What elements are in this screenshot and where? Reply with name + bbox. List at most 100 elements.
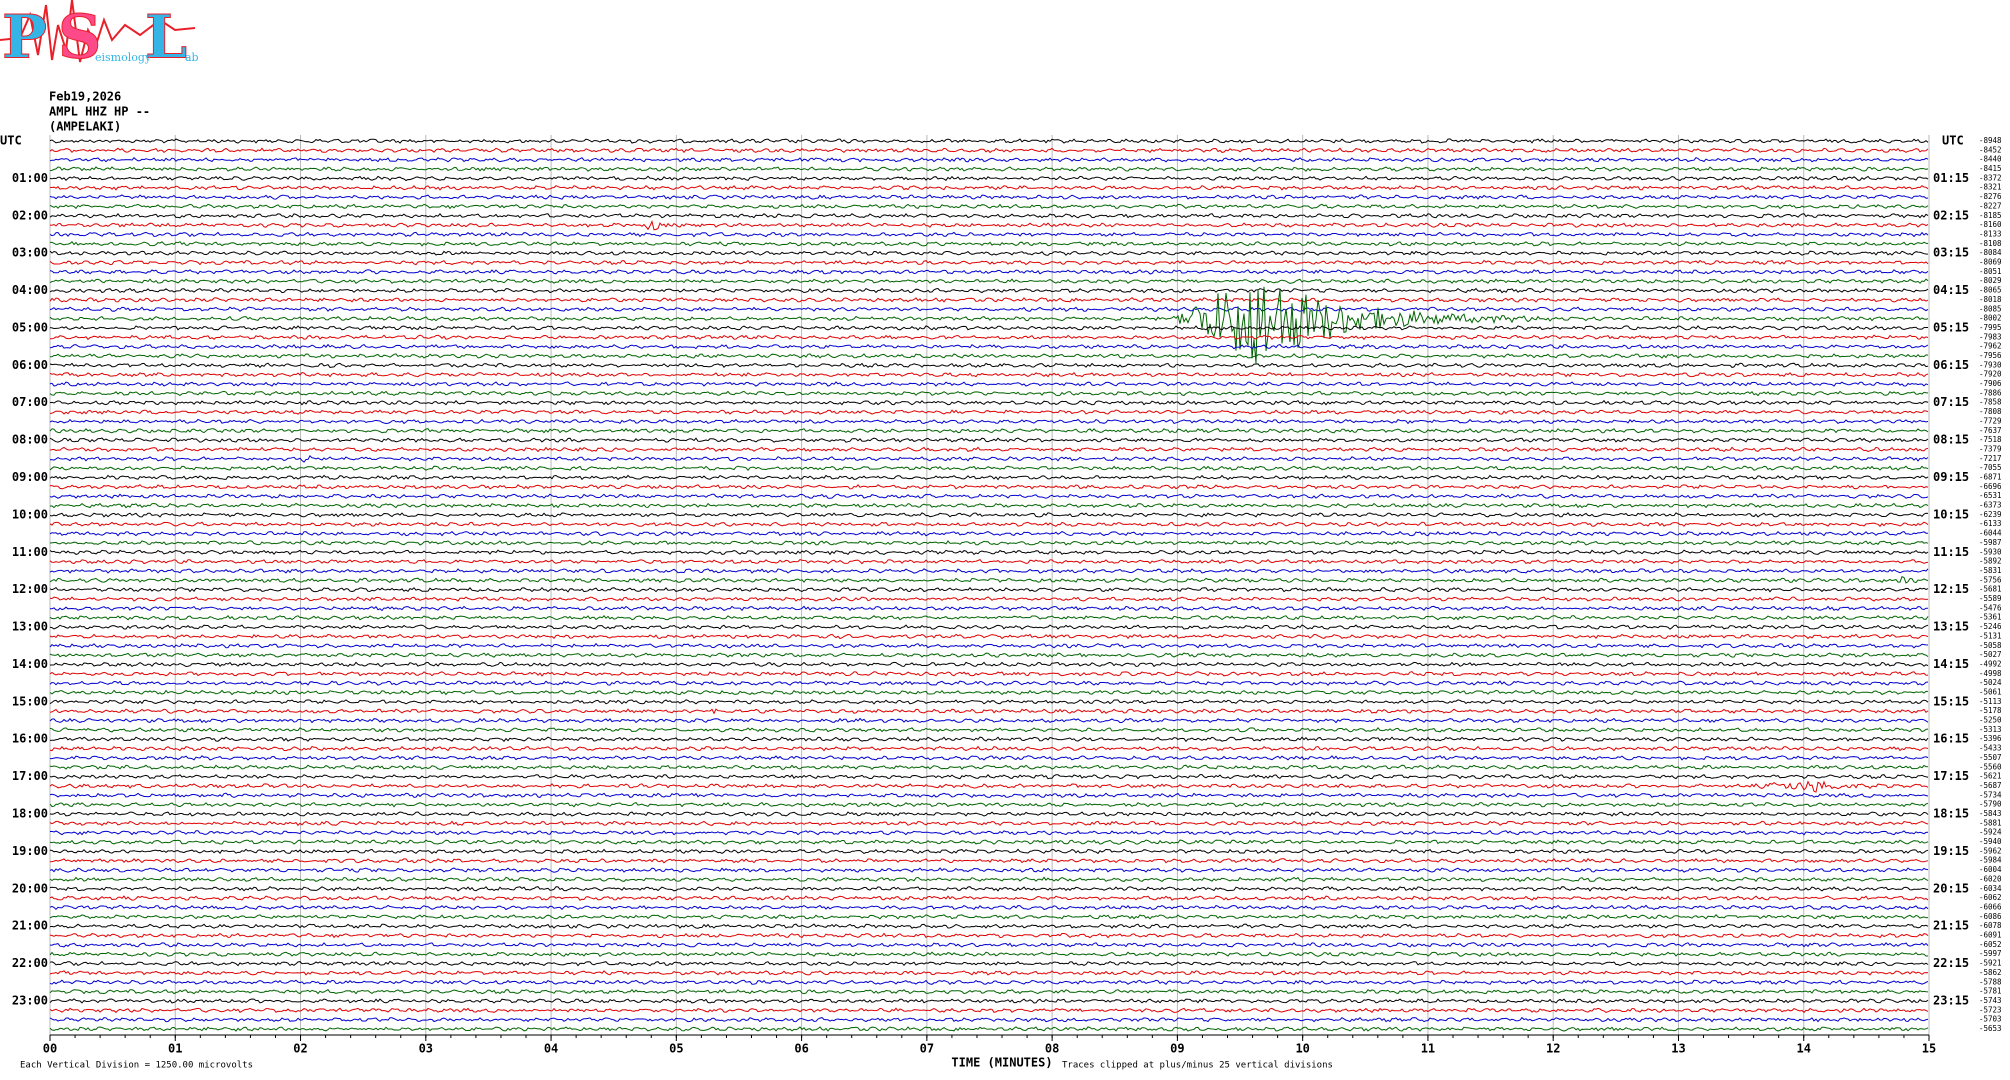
right-time-label: 18:15 [1933,807,1969,821]
x-tick-label: 12 [1546,1042,1560,1056]
left-time-label: 02:00 [12,208,48,222]
row-value: -5790 [1979,800,2002,809]
logo-word: ab [185,51,199,64]
trace [49,568,1929,574]
trace [49,848,1929,855]
trace [49,474,1929,481]
row-value: -5681 [1979,585,2002,594]
row-value: -7217 [1979,454,2002,463]
row-value: -5113 [1979,697,2002,706]
row-value: -6078 [1979,921,2002,930]
trace [49,596,1929,602]
row-value: -5621 [1979,772,2002,781]
row-value: -5962 [1979,846,2002,855]
trace [49,399,1929,406]
row-value: -8372 [1979,173,2002,182]
row-value: -8948 [1979,136,2002,145]
row-value: -7055 [1979,463,2002,472]
row-value: -5881 [1979,818,2002,827]
trace [49,867,1929,873]
trace [49,642,1929,649]
trace [49,138,1929,144]
trace [49,203,1929,210]
row-value: -5131 [1979,631,2002,640]
trace [49,530,1929,537]
row-value: -7920 [1979,370,2002,379]
row-value: -6062 [1979,893,2002,902]
x-tick-label: 06 [794,1042,808,1056]
row-value: -4998 [1979,669,2002,678]
x-tick-label: 00 [43,1042,57,1056]
right-time-label: 19:15 [1933,844,1969,858]
row-value: -6066 [1979,902,2002,911]
trace [49,484,1929,490]
row-value: -8051 [1979,267,2002,276]
trace [49,904,1929,911]
trace [49,297,1929,303]
right-time-label: 08:15 [1933,433,1969,447]
left-time-label: 07:00 [12,395,48,409]
trace [49,886,1929,892]
row-value: -8069 [1979,258,2002,267]
trace [49,287,1929,294]
row-value: -5313 [1979,725,2002,734]
right-time-label: 16:15 [1933,732,1969,746]
x-tick-label: 03 [419,1042,433,1056]
trace [50,755,1929,761]
trace [49,811,1929,817]
trace [49,801,1929,808]
row-value: -5723 [1979,1005,2002,1014]
trace [49,633,1929,640]
right-time-label: 11:15 [1933,545,1969,559]
traces [49,138,1929,1032]
trace [49,792,1929,799]
row-value: -7886 [1979,388,2002,397]
row-value: -7637 [1979,426,2002,435]
trace [49,465,1929,471]
x-tick-label: 04 [544,1042,558,1056]
trace [49,839,1929,845]
trace [49,1026,1929,1032]
row-value: -8185 [1979,211,2002,220]
trace [49,586,1929,593]
trace [50,605,1928,612]
trace [49,409,1929,415]
row-value: -8029 [1979,276,2002,285]
trace [50,240,1929,247]
right-time-label: 01:15 [1933,171,1969,185]
x-tick-label: 15 [1922,1042,1936,1056]
row-value: -8440 [1979,155,2002,164]
trace [49,418,1929,425]
row-value: -5987 [1979,538,2002,547]
row-value: -7930 [1979,360,2002,369]
row-value: -6052 [1979,940,2002,949]
row-value: -6373 [1979,501,2002,510]
row-value: -5027 [1979,650,2002,659]
left-time-label: 21:00 [12,919,48,933]
left-time-label: 11:00 [12,545,48,559]
row-value: -5788 [1979,977,2002,986]
right-axis-title: UTC [1942,134,1964,148]
trace [49,278,1929,284]
row-value: -5756 [1979,575,2002,584]
trace [49,147,1929,154]
row-value: -5734 [1979,790,2002,799]
left-time-label: 22:00 [12,956,48,970]
trace [49,699,1929,705]
left-time-label: 18:00 [12,807,48,821]
row-value: -6044 [1979,529,2002,538]
trace [49,521,1929,528]
left-time-label: 20:00 [12,881,48,895]
trace [49,286,1929,364]
row-value: -8085 [1979,304,2002,313]
row-value: -6091 [1979,931,2002,940]
x-tick-label: 09 [1170,1042,1184,1056]
trace [49,512,1929,518]
trace [49,857,1929,864]
row-value: -5862 [1979,968,2002,977]
row-value: -8452 [1979,145,2002,154]
row-value: -5703 [1979,1015,2002,1024]
row-value: -5781 [1979,987,2002,996]
trace [49,250,1929,256]
x-tick-label: 13 [1671,1042,1685,1056]
